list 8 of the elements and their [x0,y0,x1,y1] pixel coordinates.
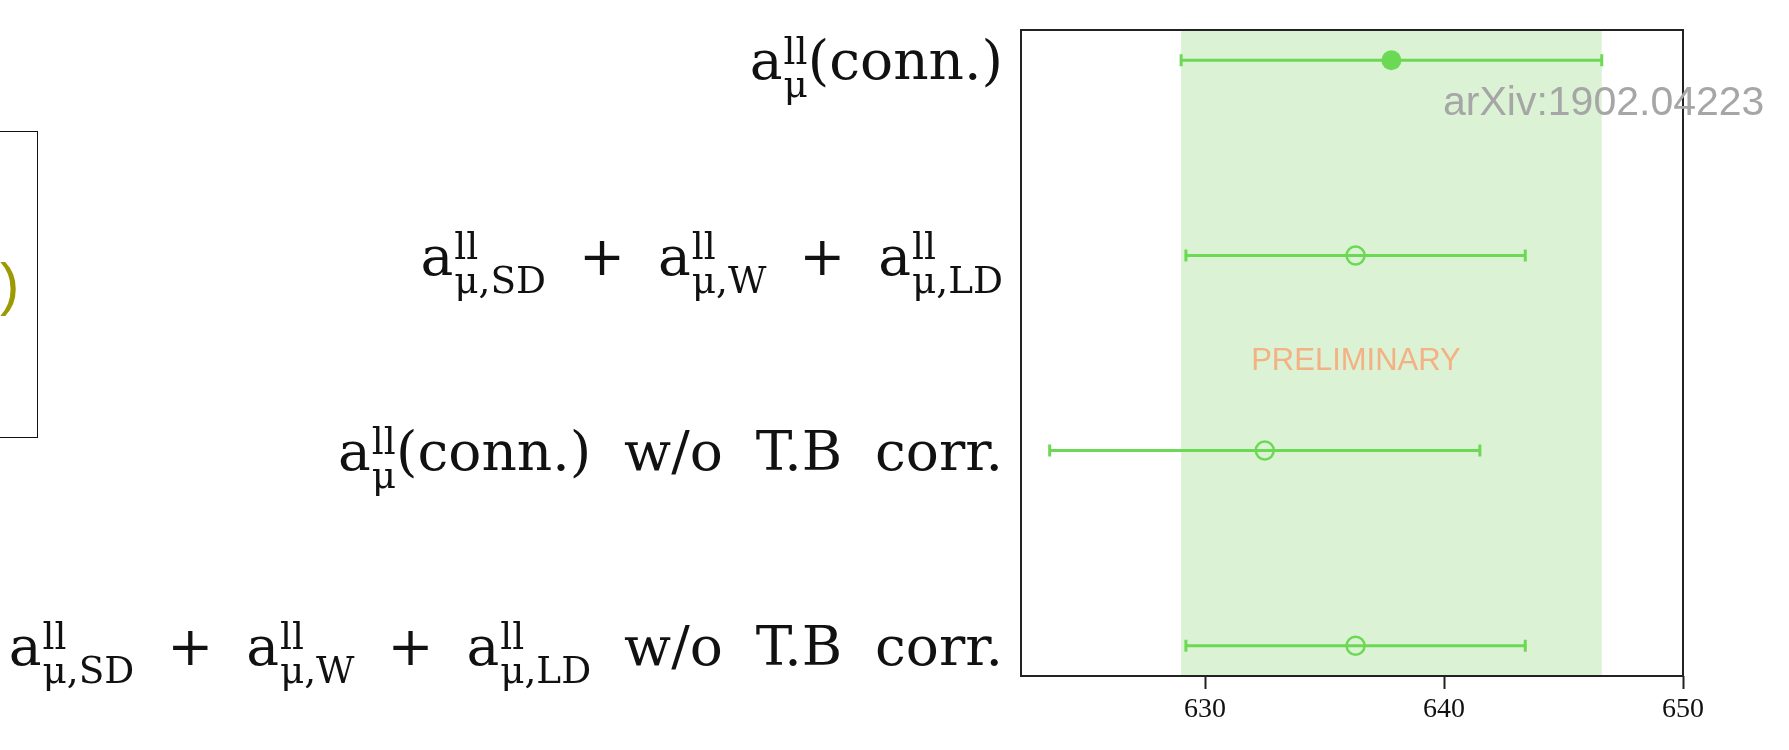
x-tick-label: 640 [1423,692,1466,724]
y-tick-label: a$^{ll}$$_{μ}$(conn.) w/o T.B corr. [337,418,1003,497]
text: ) [0,251,20,317]
x-tick-label: 630 [1184,692,1227,724]
annotation: PRELIMINARY [1251,341,1461,378]
y-tick-label: a$^{ll}$$_{μ}$(conn.) [749,28,1003,107]
x-tick-label: 650 [1662,692,1704,724]
category-label: a$^{ll}$$_{μ,SD}$ + a$^{ll}$$_{μ,W}$ + a$^{ll}$$_{μ,LD}$ w/o T.B corr. [8,613,1003,692]
